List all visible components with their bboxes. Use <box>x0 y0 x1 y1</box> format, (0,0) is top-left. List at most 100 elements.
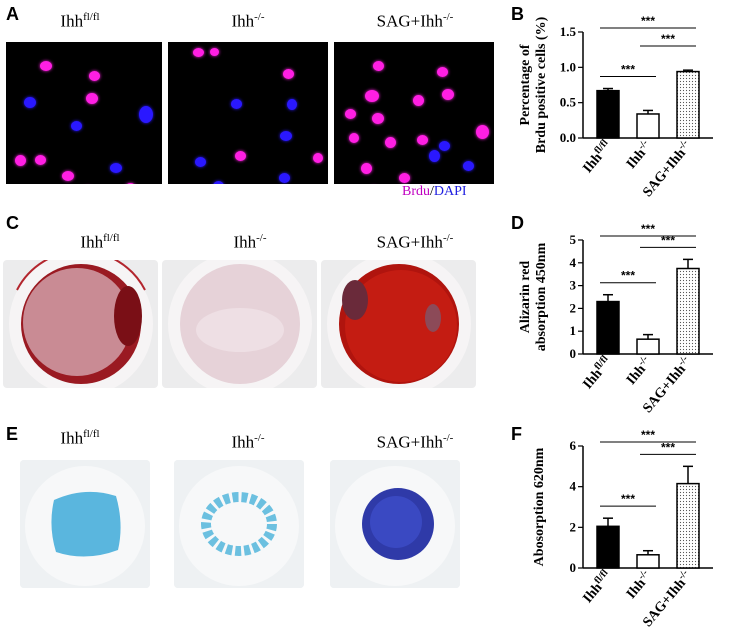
x-category-label: Ihhfl/fl <box>578 567 615 606</box>
y-axis-label: absorption 450nm <box>534 242 549 351</box>
y-tick-label: 4 <box>570 479 577 494</box>
y-tick-label: 0.0 <box>560 130 576 145</box>
stain-legend: Brdu/DAPI <box>402 184 467 200</box>
bar <box>676 482 700 569</box>
e-header-floxed-base: Ihh <box>60 428 84 448</box>
dapi-nucleus <box>139 105 153 123</box>
brdu-positive-nucleus <box>14 154 26 166</box>
y-tick-label: 1.5 <box>560 24 577 39</box>
panel-label-b: B <box>511 4 524 24</box>
brdu-positive-nucleus <box>344 109 356 119</box>
dapi-nucleus <box>212 181 224 184</box>
stain-dense-edge <box>114 286 142 346</box>
a-header-sag: SAG+Ihh-/- <box>340 11 490 32</box>
e-header-floxed-sup: fl/fl <box>83 428 100 440</box>
a-header-knockout: Ihh-/- <box>188 11 308 32</box>
x-category-label: Ihhfl/fl <box>578 353 615 392</box>
brdu-positive-nucleus <box>88 71 100 81</box>
stain-area <box>345 270 457 382</box>
alcian-well-floxed <box>20 460 150 588</box>
bar <box>596 89 620 139</box>
c-header-floxed: Ihhfl/fl <box>30 232 170 253</box>
e-header-sag-sup: -/- <box>442 432 454 444</box>
significance-label: *** <box>621 269 635 283</box>
significance-label: *** <box>661 440 675 454</box>
e-header-sag-base: SAG+Ihh <box>376 432 443 452</box>
c-header-knockout-sup: -/- <box>256 232 267 244</box>
dapi-nucleus <box>280 131 292 141</box>
y-tick-label: 0 <box>570 560 577 575</box>
a-header-floxed-base: Ihh <box>60 11 84 31</box>
bar <box>676 267 700 355</box>
bar <box>596 525 620 569</box>
dapi-nucleus <box>24 96 36 108</box>
c-header-sag-sup: -/- <box>442 232 454 244</box>
stain-area <box>23 268 131 376</box>
significance-label: *** <box>621 492 635 506</box>
bar <box>596 300 620 355</box>
bar <box>676 70 700 139</box>
dapi-nucleus <box>70 121 82 131</box>
brdu-positive-nucleus <box>412 94 424 106</box>
c-header-floxed-base: Ihh <box>80 232 104 252</box>
brdu-positive-nucleus <box>40 61 52 71</box>
y-tick-label: 2 <box>570 519 577 534</box>
chart-f: 0 2 4 6 Abosorption 620nm *** *** *** Ihhfl/fl Ih… <box>532 428 713 630</box>
alcian-stain-ring <box>201 492 277 556</box>
e-header-floxed: Ihhfl/fl <box>20 428 140 449</box>
y-tick-label: 0.5 <box>560 95 577 110</box>
x-category-label: Ihh-/- <box>622 567 655 602</box>
brdu-positive-nucleus <box>124 183 136 184</box>
panel-label-d: D <box>511 213 524 233</box>
y-tick-label: 6 <box>570 438 577 453</box>
micrograph-floxed <box>6 42 162 184</box>
brdu-positive-nucleus <box>372 112 384 124</box>
dapi-nucleus <box>278 173 290 183</box>
x-category-label: Ihhfl/fl <box>578 137 615 176</box>
e-header-sag: SAG+Ihh-/- <box>340 432 490 453</box>
micrograph-sag <box>334 42 494 184</box>
brdu-positive-nucleus <box>360 162 372 174</box>
alizarin-dish-floxed-graphic <box>9 260 153 388</box>
alcian-well-sag-graphic <box>330 460 460 588</box>
dapi-nucleus <box>194 157 206 167</box>
significance-label: *** <box>661 233 675 247</box>
significance-label: *** <box>661 32 675 46</box>
bar <box>636 554 660 569</box>
alcian-well-sag <box>330 460 460 588</box>
brdu-positive-nucleus <box>436 67 448 77</box>
alizarin-dish-knockout <box>162 260 317 388</box>
x-category-base: SAG+Ihh <box>640 576 689 630</box>
significance-label: *** <box>621 63 635 77</box>
stain-dark-patch-2 <box>425 304 441 332</box>
y-axis-label: Percentage of <box>518 44 533 125</box>
alizarin-dish-floxed <box>3 260 158 388</box>
chart-b: 0.0 0.5 1.0 1.5 Percentage of Brdu positive c… <box>518 14 713 200</box>
brdu-positive-nucleus <box>349 133 359 143</box>
significance-label: *** <box>641 14 655 28</box>
y-tick-label: 1 <box>570 323 577 338</box>
y-tick-label: 0 <box>570 346 577 361</box>
y-tick-label: 1.0 <box>560 59 576 74</box>
stain-dapi-label: DAPI <box>433 184 467 199</box>
y-axis-label: Brdu positive cells (%) <box>534 16 549 153</box>
x-category-base: SAG+Ihh <box>640 362 689 416</box>
brdu-positive-nucleus <box>234 151 246 161</box>
a-header-knockout-sup: -/- <box>254 11 265 23</box>
e-header-knockout-base: Ihh <box>231 432 255 452</box>
y-tick-label: 5 <box>570 232 577 247</box>
alcian-well-knockout <box>174 460 304 588</box>
brdu-positive-nucleus <box>416 135 428 145</box>
dapi-nucleus <box>230 99 242 109</box>
brdu-positive-nucleus <box>372 61 384 71</box>
brdu-positive-nucleus <box>86 92 98 104</box>
alcian-well-floxed-graphic <box>20 460 150 588</box>
micrograph-knockout <box>168 42 328 184</box>
e-header-knockout-sup: -/- <box>254 432 265 444</box>
e-header-knockout: Ihh-/- <box>188 432 308 453</box>
significance-label: *** <box>641 222 655 236</box>
x-category-base: SAG+Ihh <box>640 146 689 200</box>
y-axis-label: Alizarin red <box>518 261 533 334</box>
dapi-nucleus <box>287 98 297 110</box>
chart-d: 0 1 2 3 4 5 Alizarin red absorption 450nm *** ***… <box>518 222 713 416</box>
